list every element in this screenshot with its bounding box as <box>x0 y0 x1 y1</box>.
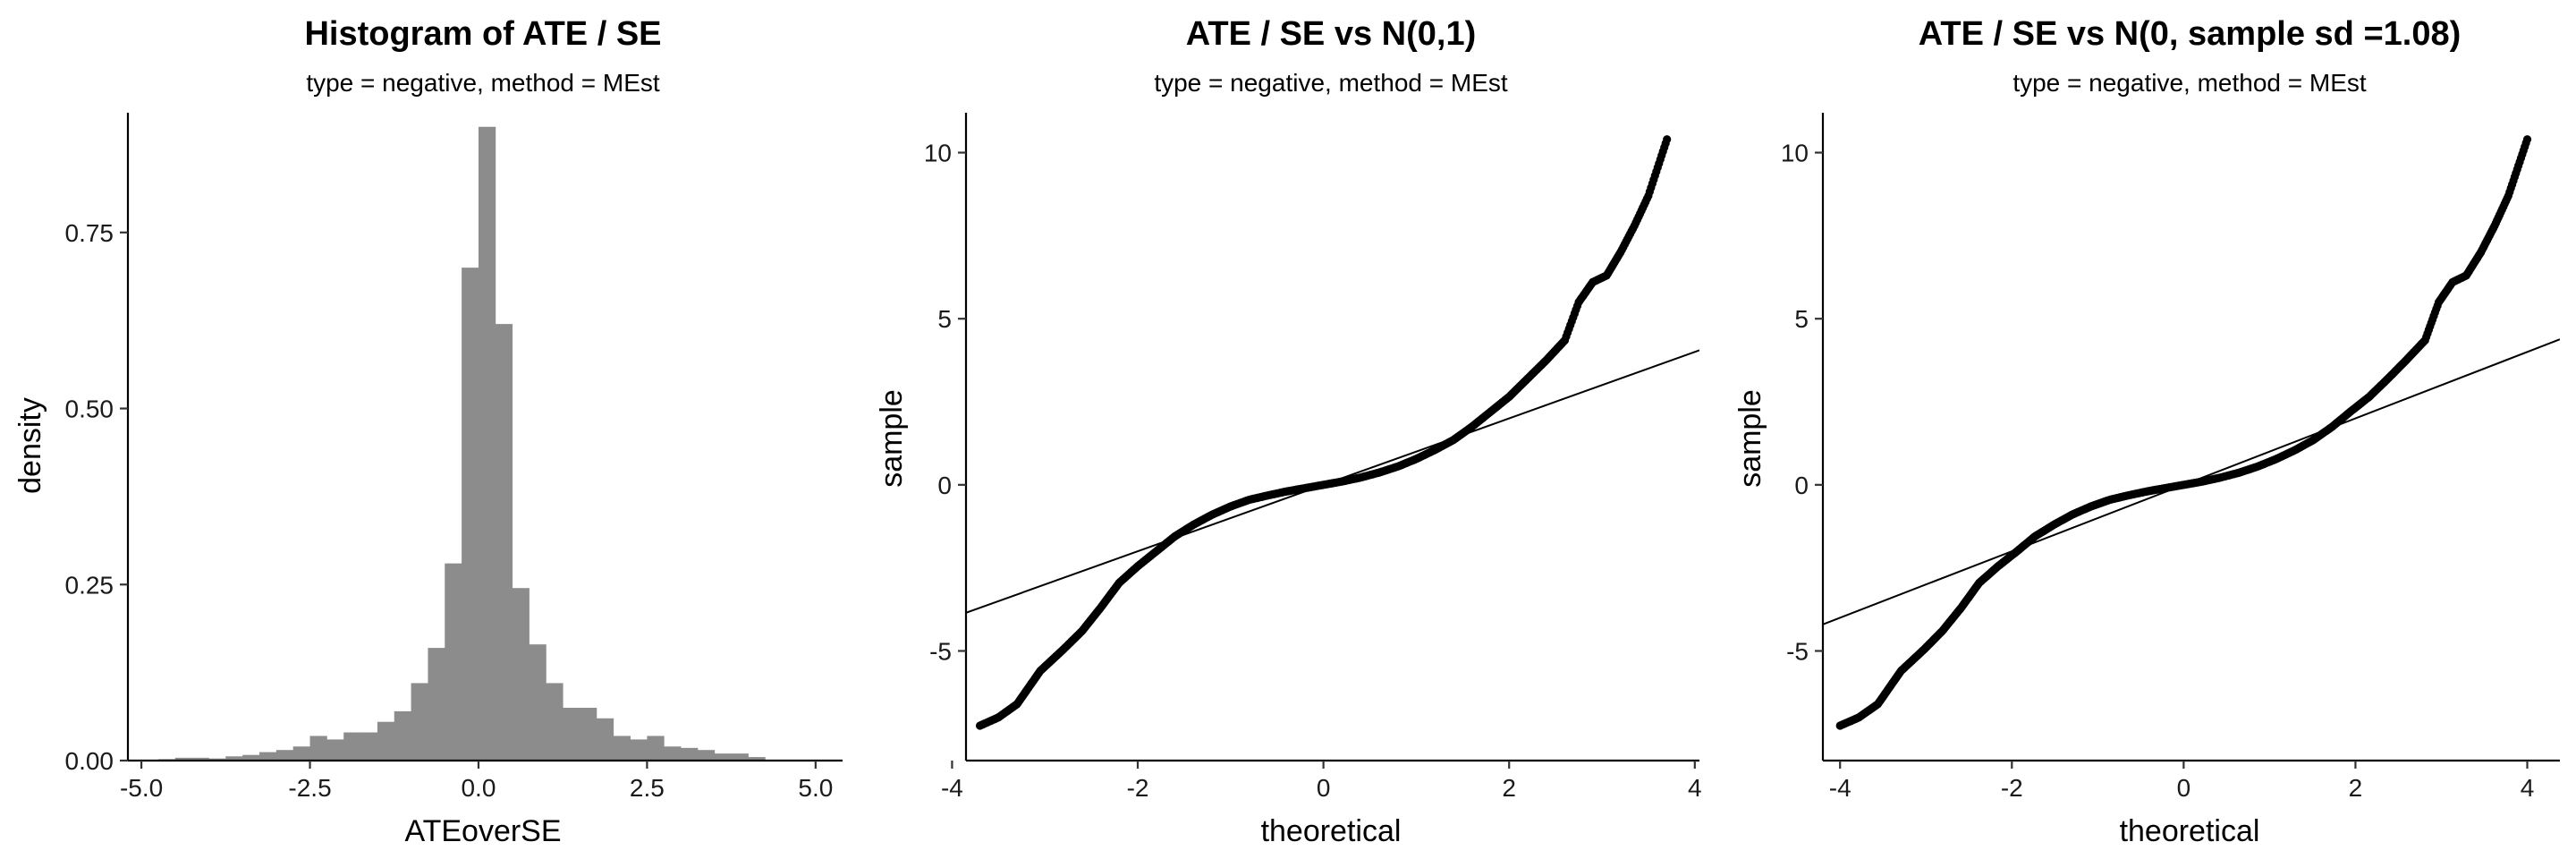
qq-standard-title: ATE / SE vs N(0,1) <box>1186 15 1477 53</box>
histogram-bar <box>495 324 513 761</box>
x-tick-label: 2.5 <box>630 774 665 802</box>
histogram-bar <box>275 750 294 761</box>
y-tick-label: 10 <box>924 140 952 167</box>
qq-standard-panel: ATE / SE vs N(0,1) type = negative, meth… <box>875 15 1702 848</box>
y-tick-label: -5 <box>929 637 952 665</box>
histogram-title: Histogram of ATE / SE <box>304 15 661 53</box>
histogram-bar <box>580 707 597 761</box>
x-tick-label: 5.0 <box>798 774 833 802</box>
histogram-bar <box>225 756 243 761</box>
histogram-bar <box>360 732 378 761</box>
histogram-bar <box>478 126 496 761</box>
y-tick-label: 5 <box>937 305 952 333</box>
qq-standard-plot-area: -4 -2 0 2 4 -5 0 5 10 <box>924 113 1702 802</box>
histogram-bar <box>191 757 209 761</box>
x-tick-label: 0 <box>1317 774 1331 802</box>
qq-scaled-y-axis-label: sample <box>1733 389 1767 488</box>
histogram-subtitle: type = negative, method = MEst <box>306 69 660 97</box>
x-tick-label: -5.0 <box>120 774 163 802</box>
histogram-bar <box>714 753 733 761</box>
histogram-bar <box>546 683 564 761</box>
x-tick-label: 0 <box>2177 774 2191 802</box>
histogram-bar <box>208 758 226 761</box>
y-tick-label: 0.50 <box>65 395 114 423</box>
histogram-plot-area: -5.0 -2.5 0.0 2.5 5.0 0.00 0.25 0.50 0.75 <box>65 113 843 802</box>
histogram-bar <box>596 718 614 761</box>
histogram-bar <box>563 707 580 761</box>
histogram-bar <box>630 739 648 761</box>
qq-scaled-panel: ATE / SE vs N(0, sample sd =1.08) type =… <box>1733 15 2560 848</box>
histogram-bar <box>242 754 260 761</box>
x-tick-label: -4 <box>941 774 963 802</box>
histogram-bar <box>377 721 395 761</box>
histogram-bar <box>529 644 547 761</box>
histogram-bar <box>647 736 665 761</box>
histogram-bar <box>394 710 411 761</box>
histogram-panel: Histogram of ATE / SE type = negative, m… <box>13 15 843 848</box>
qq-standard-y-axis-label: sample <box>875 389 909 488</box>
histogram-bar <box>258 752 277 761</box>
x-tick-label: 2 <box>2349 774 2363 802</box>
x-tick-label: -2.5 <box>288 774 331 802</box>
y-tick-label: 0.25 <box>65 571 114 599</box>
histogram-bar <box>428 648 445 761</box>
x-tick-label: -2 <box>2001 774 2023 802</box>
x-tick-label: 2 <box>1502 774 1516 802</box>
x-tick-label: 4 <box>2521 774 2535 802</box>
histogram-bar <box>292 746 310 761</box>
histogram-y-axis-label: density <box>13 397 47 494</box>
y-tick-label: 0 <box>1794 472 1809 499</box>
y-tick-label: -5 <box>1786 637 1809 665</box>
histogram-bar <box>343 732 361 761</box>
x-tick-label: -2 <box>1127 774 1149 802</box>
qq-scaled-x-axis-label: theoretical <box>2120 814 2260 848</box>
histogram-bar <box>748 757 766 761</box>
histogram-bar <box>326 739 344 761</box>
qq-standard-x-axis-label: theoretical <box>1261 814 1402 848</box>
histogram-bar <box>681 747 699 761</box>
histogram-bar <box>731 753 749 761</box>
qq-scaled-title: ATE / SE vs N(0, sample sd =1.08) <box>1919 15 2462 53</box>
histogram-x-axis-label: ATEoverSE <box>404 814 561 848</box>
histogram-bar <box>613 736 631 761</box>
y-tick-label: 0.00 <box>65 747 114 775</box>
histogram-bar <box>512 588 530 761</box>
qq-point <box>1663 135 1672 144</box>
histogram-bar <box>664 746 682 761</box>
histogram-bar <box>309 736 327 761</box>
qq-standard-subtitle: type = negative, method = MEst <box>1154 69 1508 97</box>
histogram-bar <box>411 683 428 761</box>
y-tick-label: 0.75 <box>65 219 114 247</box>
x-tick-label: 0.0 <box>461 774 496 802</box>
histogram-bar <box>174 757 192 761</box>
qq-scaled-subtitle: type = negative, method = MEst <box>2012 69 2367 97</box>
qq-point <box>2522 135 2532 144</box>
qq-scaled-plot-area: -4 -2 0 2 4 -5 0 5 10 <box>1781 113 2560 802</box>
histogram-bar <box>462 268 479 761</box>
histogram-bar <box>445 563 462 761</box>
y-tick-label: 10 <box>1781 140 1809 167</box>
y-tick-label: 5 <box>1794 305 1809 333</box>
y-tick-label: 0 <box>937 472 952 499</box>
histogram-bar <box>697 750 716 761</box>
x-tick-label: 4 <box>1688 774 1702 802</box>
x-tick-label: -4 <box>1829 774 1852 802</box>
